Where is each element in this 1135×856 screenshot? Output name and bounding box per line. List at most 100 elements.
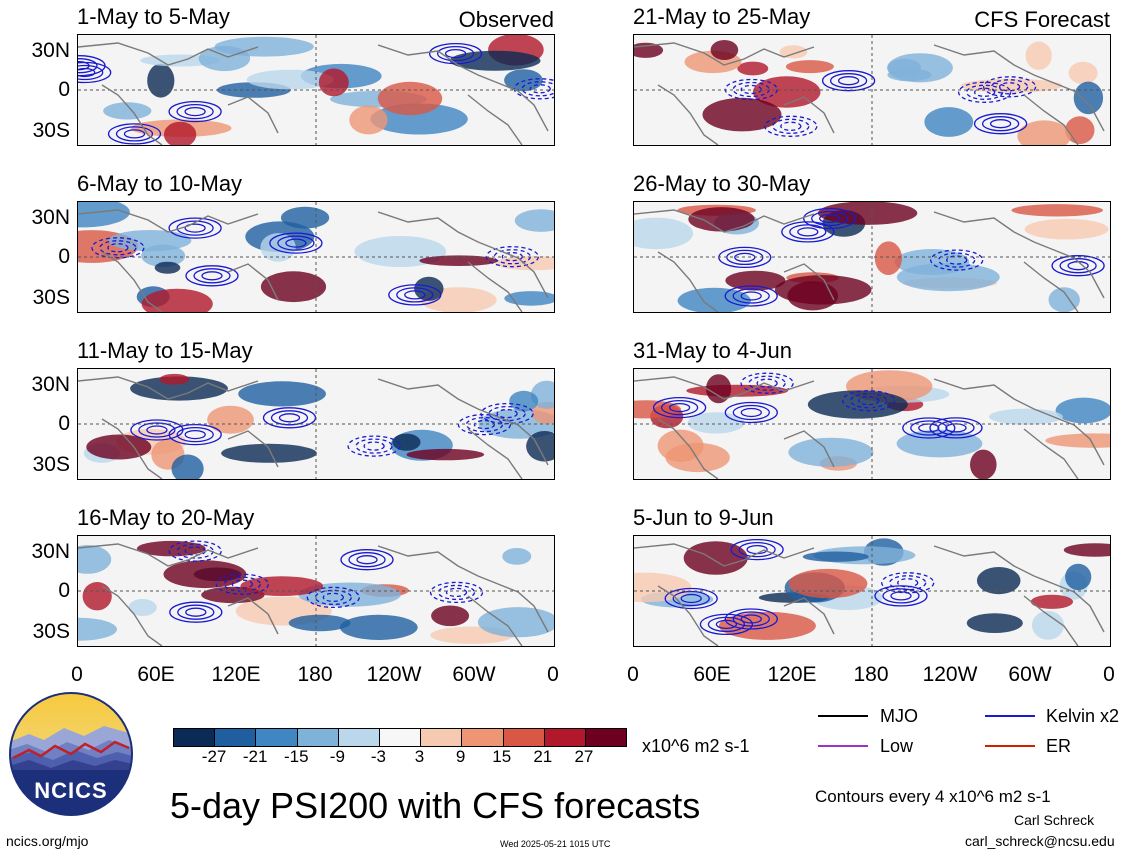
lon-label: 120W <box>922 663 978 686</box>
legend-line-er <box>985 745 1035 747</box>
kelvin-contour <box>480 402 534 425</box>
lon-label: 180 <box>853 663 889 686</box>
kelvin-contour <box>1051 255 1105 277</box>
kelvin-contour <box>269 232 323 254</box>
kelvin-contour <box>396 287 434 303</box>
kelvin-contour <box>404 290 426 300</box>
coastline <box>1023 94 1079 145</box>
kelvin-contour <box>223 576 261 592</box>
legend-label-kelvin: Kelvin x2 <box>1046 706 1120 726</box>
colorbar-tick-label: -21 <box>242 747 268 766</box>
anomaly-shading <box>141 288 213 312</box>
anomaly-shading <box>288 614 351 632</box>
kelvin-contour <box>444 48 467 59</box>
coastline <box>101 84 163 145</box>
lon-label: 120W <box>366 663 422 686</box>
anomaly-shading <box>163 121 197 145</box>
kelvin-contour <box>724 608 778 630</box>
kelvin-contour <box>664 587 718 610</box>
kelvin-contour <box>946 255 968 265</box>
anomaly-shading <box>1073 81 1104 115</box>
kelvin-contour <box>699 613 754 636</box>
kelvin-contour <box>99 240 137 256</box>
anomaly-shading <box>246 69 334 90</box>
anomaly-shading <box>1030 594 1074 609</box>
lat-label: 0 <box>58 579 70 602</box>
anomaly-shading <box>318 68 349 97</box>
anomaly-shading <box>1031 610 1065 640</box>
anomaly-shading <box>339 614 418 640</box>
kelvin-contour <box>445 587 468 598</box>
anomaly-shading <box>509 390 539 412</box>
coastline <box>78 209 259 233</box>
coastline <box>227 430 279 468</box>
anomaly-shading <box>502 548 532 565</box>
kelvin-contour <box>1059 258 1097 274</box>
logo-graphic <box>9 692 133 816</box>
colorbar-tick-label: -15 <box>283 747 309 766</box>
kelvin-contour <box>115 126 154 142</box>
kelvin-contour <box>829 73 868 89</box>
anomaly-shading <box>677 287 751 312</box>
anomaly-shading <box>419 255 499 266</box>
kelvin-contour <box>937 420 975 436</box>
kelvin-contour <box>465 416 504 433</box>
lon-label: 60W <box>1008 663 1052 686</box>
kelvin-contour <box>668 402 691 413</box>
lat-label: 30N <box>31 206 70 229</box>
kelvin-contour <box>123 129 146 139</box>
kelvin-contour <box>989 119 1012 129</box>
kelvin-contour <box>215 573 269 595</box>
chart-title: 5-day PSI200 with CFS forecasts <box>170 785 701 826</box>
kelvin-contour <box>340 549 394 571</box>
legend-line-low <box>818 745 868 747</box>
anomaly-shading <box>970 449 997 479</box>
map-field <box>78 35 554 145</box>
panel-title-8: 5-Jun to 9-Jun <box>633 505 774 530</box>
kelvin-contour <box>724 285 778 307</box>
kelvin-contour <box>388 284 442 306</box>
colorbar-swatch <box>337 729 379 746</box>
map-panel-4 <box>77 535 555 647</box>
map-field <box>634 202 1110 312</box>
coastline <box>467 428 523 479</box>
colorbar-swatch <box>420 729 462 746</box>
coastline <box>101 418 163 479</box>
anomaly-shading <box>1055 397 1110 424</box>
kelvin-contour <box>780 121 802 131</box>
colorbar-tick-label: -9 <box>329 747 345 766</box>
ncics-logo: NCICS <box>9 692 133 816</box>
kelvin-contour <box>724 401 778 424</box>
colorbar-tick-label: 15 <box>492 747 512 766</box>
anomaly-shading <box>431 605 470 627</box>
kelvin-contour <box>78 61 112 84</box>
anomaly-shading <box>514 209 554 232</box>
kelvin-contour <box>306 586 360 609</box>
legend-label-er: ER <box>1046 736 1072 756</box>
anomaly-shading <box>159 373 190 385</box>
anomaly-shading <box>817 202 918 225</box>
coastline <box>783 263 835 301</box>
kelvin-contour <box>738 541 776 558</box>
anomaly-shading <box>976 567 1021 595</box>
panel-tag-forecast: CFS Forecast <box>974 7 1110 32</box>
anomaly-shading <box>207 405 254 434</box>
anomaly-shading <box>688 207 755 232</box>
anomaly-shading <box>1048 287 1080 312</box>
anomaly-shading <box>349 105 388 135</box>
lon-label: 120E <box>767 663 817 686</box>
lon-label: 180 <box>297 663 333 686</box>
lat-label: 30N <box>31 373 70 396</box>
kelvin-contour <box>973 87 996 97</box>
lon-label: 0 <box>1103 663 1115 686</box>
coastline <box>657 84 719 145</box>
colorbar-tick-label: 9 <box>455 747 466 766</box>
coastline <box>783 96 835 134</box>
map-field <box>634 536 1110 646</box>
anomaly-shading <box>504 69 543 92</box>
coastline <box>101 585 163 646</box>
colorbar-swatch <box>255 729 297 746</box>
kelvin-contour <box>78 64 104 81</box>
lat-label: 0 <box>58 412 70 435</box>
lon-label: 0 <box>547 663 559 686</box>
